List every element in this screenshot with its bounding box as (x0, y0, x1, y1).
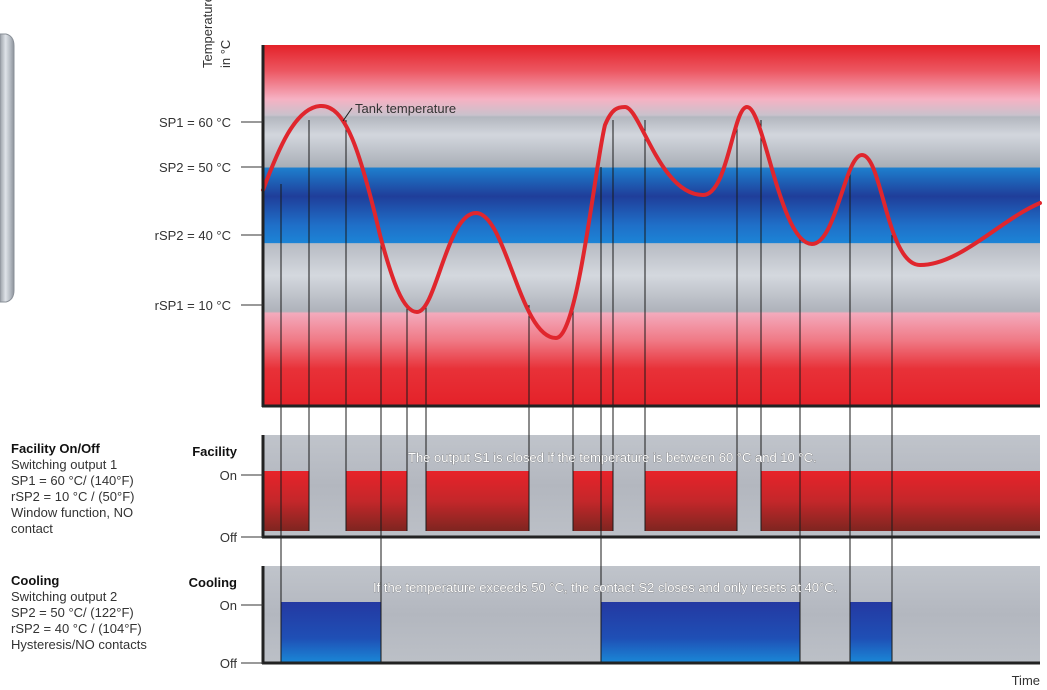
cooling-description-line: SP2 = 50 °C/ (122°F) (11, 605, 134, 620)
cooling-on-label: On (220, 598, 237, 613)
setpoint-label-sp2: SP2 = 50 °C (159, 160, 231, 175)
cooling-panel (263, 566, 1040, 663)
cooling-on-block (601, 602, 800, 662)
setpoint-ticks (241, 121, 263, 664)
cooling-description-line: Hysteresis/NO contacts (11, 637, 147, 652)
axes (261, 45, 1040, 665)
facility-on-block (346, 471, 407, 531)
cooling-description-title: Cooling (11, 573, 60, 588)
facility-off-label: Off (220, 530, 237, 545)
y-axis-label-line2: in °C (218, 40, 233, 68)
curve-label-leader (342, 107, 353, 122)
x-axis-label: Time (1012, 673, 1040, 688)
facility-description-title: Facility On/Off (11, 441, 100, 456)
facility-on-block (761, 471, 1040, 531)
cooling-off-label: Off (220, 656, 237, 671)
cooling-description: Cooling Switching output 2 SP2 = 50 °C/ … (11, 573, 147, 653)
setpoint-label-rsp2: rSP2 = 40 °C (155, 228, 231, 243)
facility-description-line: Switching output 1 (11, 457, 118, 472)
cooling-description-line: Switching output 2 (11, 589, 118, 604)
facility-description-line: rSP2 = 10 °C / (50°F) (11, 489, 135, 504)
facility-panel (263, 435, 1040, 537)
facility-on-block (263, 471, 309, 531)
facility-description-line: contact (11, 521, 53, 536)
switching-guide-lines (280, 120, 893, 662)
facility-on-block (426, 471, 529, 531)
facility-description-line: SP1 = 60 °C/ (140°F) (11, 473, 134, 488)
facility-description-line: Window function, NO (11, 505, 134, 520)
cooling-note: If the temperature exceeds 50 °C, the co… (373, 580, 837, 595)
temperature-band-background (263, 45, 1040, 405)
facility-on-label: On (220, 468, 237, 483)
facility-on-block (645, 471, 737, 531)
curve-label: Tank temperature (355, 101, 456, 116)
cooling-on-block (850, 602, 892, 662)
sensor-probe-image (0, 33, 15, 303)
setpoint-label-sp1: SP1 = 60 °C (159, 115, 231, 130)
facility-on-block (573, 471, 613, 531)
cooling-on-block (281, 602, 381, 662)
cooling-panel-label: Cooling (189, 575, 237, 590)
setpoint-label-rsp1: rSP1 = 10 °C (155, 298, 231, 313)
facility-description: Facility On/Off Switching output 1 SP1 =… (11, 441, 134, 537)
cooling-description-line: rSP2 = 40 °C / (104°F) (11, 621, 142, 636)
y-axis-label-line1: Temperature (200, 0, 215, 68)
tank-temperature-curve (261, 103, 1042, 340)
facility-panel-label: Facility (192, 444, 238, 459)
facility-note: The output S1 is closed if the temperatu… (408, 450, 817, 465)
